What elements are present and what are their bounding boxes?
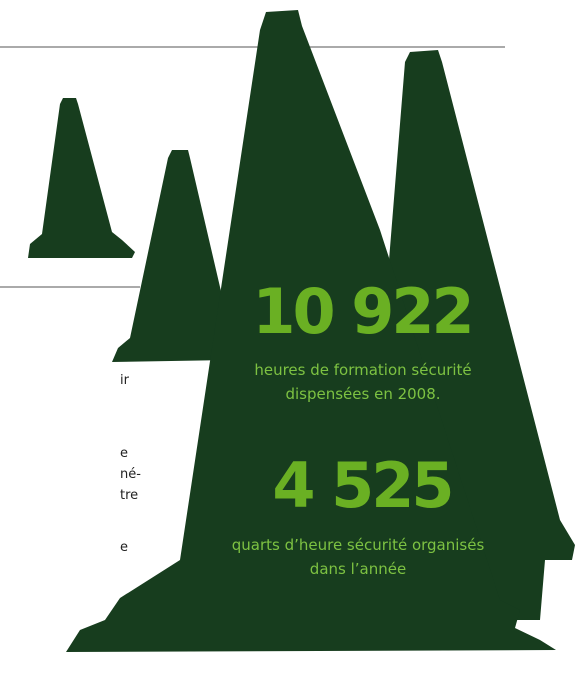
stat-caption: dispensées en 2008.	[285, 385, 440, 403]
cone	[28, 98, 135, 258]
side-text: ir	[120, 373, 130, 388]
side-text: e	[120, 446, 128, 461]
side-text: né-	[120, 467, 141, 482]
stat-caption: heures de formation sécurité	[254, 361, 471, 379]
side-text: e	[120, 540, 128, 555]
stat-number: 4 525	[272, 449, 451, 522]
stat-number: 10 922	[252, 275, 471, 348]
side-text: tre	[120, 488, 138, 503]
page: ir e né- tre e 10 922 heures de formatio…	[0, 0, 581, 678]
stat-caption: quarts d’heure sécurité organisés	[232, 536, 485, 554]
stat-caption: dans l’année	[310, 560, 406, 578]
infographic: ir e né- tre e 10 922 heures de formatio…	[0, 0, 581, 678]
